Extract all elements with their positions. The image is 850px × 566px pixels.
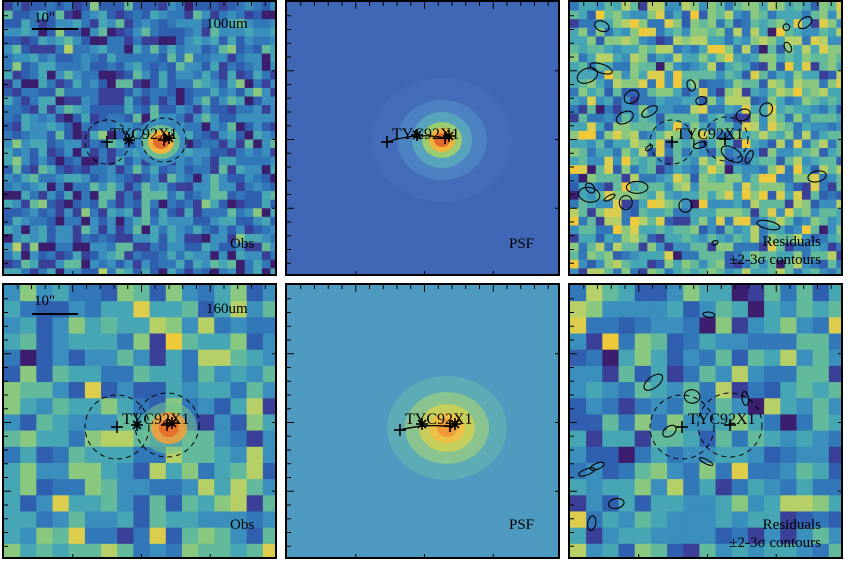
axis-ticks (287, 2, 558, 274)
plus-marker (676, 421, 688, 433)
star-marker (163, 132, 175, 144)
axis-ticks (4, 285, 275, 557)
residual-contour (589, 461, 605, 471)
aperture-circle (697, 392, 763, 458)
star-marker (123, 134, 135, 146)
panel-160um-psf: TYC92X1 PSF (285, 283, 560, 559)
source-label: TYC92X1 (676, 126, 744, 143)
residual-contour (756, 219, 781, 231)
axis-ticks (4, 2, 275, 274)
source-label: TYC92X1 (110, 126, 178, 143)
residual-contour (678, 198, 693, 213)
residual-contour (744, 150, 754, 164)
residual-contour (695, 95, 708, 106)
star-marker (131, 419, 143, 431)
residual-contour (594, 20, 610, 33)
residual-contour (741, 390, 750, 407)
residual-contour (589, 62, 613, 75)
aperture-circle (703, 116, 749, 162)
plus-marker (724, 419, 736, 431)
aperture-circle (141, 117, 187, 163)
residual-contour (720, 145, 743, 164)
residual-contour (578, 186, 601, 203)
scale-bar (32, 313, 78, 315)
residual-contour (702, 311, 716, 318)
image-160um-residuals: TYC92X1 (570, 285, 841, 557)
band-label: 100um (206, 16, 248, 32)
axis-ticks (570, 285, 841, 557)
residual-contour (782, 23, 791, 32)
residual-contour (686, 79, 696, 92)
residual-contour (692, 141, 708, 150)
source-label: TYC92X1 (405, 411, 473, 428)
star-marker (166, 417, 178, 429)
panel-100um-psf: TYC92X1 PSF (285, 0, 560, 276)
residual-contour (623, 89, 640, 104)
residual-contour (797, 16, 813, 30)
residual-contour (615, 110, 634, 125)
plus-marker (666, 136, 678, 148)
panel-label-contours: ±2-3σ contours (729, 535, 821, 551)
residual-contour (643, 373, 664, 391)
star-marker (411, 129, 423, 141)
panel-label-residuals: Residuals (762, 234, 821, 250)
residual-contour (662, 424, 677, 438)
band-label: 160um (206, 301, 248, 317)
residual-contour (698, 457, 714, 467)
scale-label: 10" (34, 293, 56, 309)
plus-marker (111, 421, 123, 433)
panel-160um-residuals: TYC92X1 Residuals ±2-3σ contours (568, 283, 843, 559)
residual-contour (576, 67, 599, 84)
scale-label: 10" (34, 10, 56, 26)
residual-contour (641, 105, 658, 118)
aperture-circle (649, 119, 695, 165)
image-160um-psf: TYC92X1 (287, 285, 558, 557)
aperture-circle (84, 394, 150, 460)
source-label: TYC92X1 (688, 411, 756, 428)
image-100um-obs: TYC92X1 (4, 2, 275, 274)
plus-marker (381, 136, 393, 148)
aperture-circle (649, 394, 715, 460)
axis-ticks (570, 2, 841, 274)
source-label: TYC92X1 (122, 411, 190, 428)
panel-100um-residuals: TYC92X1 Residuals ±2-3σ contours (568, 0, 843, 276)
residual-contour (625, 180, 649, 194)
psf-emission (387, 376, 507, 480)
residual-contour (711, 239, 719, 246)
source-label: TYC92X1 (392, 126, 460, 143)
residual-contour (577, 467, 596, 477)
plus-marker (101, 136, 113, 148)
star-marker (443, 130, 455, 142)
star-marker (449, 418, 461, 430)
panel-label-psf: PSF (509, 236, 535, 252)
residual-contour (587, 515, 597, 532)
residual-contour (607, 497, 625, 510)
residual-contour (683, 389, 701, 404)
residual-contour (584, 182, 596, 194)
residual-contour (618, 195, 633, 211)
panel-160um-obs: TYC92X1 10" 160um Obs (2, 283, 277, 559)
residual-contour (807, 170, 827, 183)
residual-contour (759, 102, 774, 117)
panel-label-psf: PSF (509, 517, 535, 533)
plus-marker (394, 424, 406, 436)
residual-contour (735, 108, 751, 122)
residual-contour (783, 41, 793, 53)
image-100um-psf: TYC92X1 (287, 2, 558, 274)
scale-bar (32, 28, 78, 30)
star-marker (416, 418, 428, 430)
residual-contour (645, 144, 654, 152)
panel-label-contours: ±2-3σ contours (729, 252, 821, 268)
plus-marker (719, 133, 731, 145)
image-100um-residuals: TYC92X1 (570, 2, 841, 274)
panel-label-residuals: Residuals (762, 517, 821, 533)
source-emission (135, 118, 187, 166)
axis-ticks (287, 285, 558, 557)
panel-label-obs: Obs (230, 236, 255, 252)
panel-100um-obs: TYC92X1 10" 100um Obs (2, 0, 277, 276)
panel-label-obs: Obs (230, 517, 255, 533)
residual-contour (603, 193, 616, 202)
